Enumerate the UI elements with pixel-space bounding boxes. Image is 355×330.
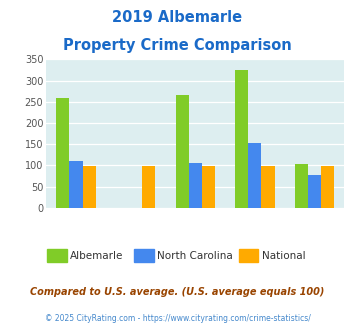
Text: North Carolina: North Carolina [157,251,233,261]
Bar [82,166,95,208]
Bar [176,95,189,208]
Bar [56,98,70,208]
Text: Compared to U.S. average. (U.S. average equals 100): Compared to U.S. average. (U.S. average … [30,287,325,297]
Text: National: National [262,251,305,261]
Bar [308,175,321,208]
Bar [261,166,274,208]
Bar [235,70,248,208]
Text: Albemarle: Albemarle [70,251,124,261]
Bar [70,161,82,208]
Text: 2019 Albemarle: 2019 Albemarle [113,10,242,25]
Bar [189,162,202,208]
Bar [248,143,261,208]
Text: Property Crime Comparison: Property Crime Comparison [63,38,292,53]
Bar [321,166,334,208]
Bar [142,166,155,208]
Text: © 2025 CityRating.com - https://www.cityrating.com/crime-statistics/: © 2025 CityRating.com - https://www.city… [45,314,310,323]
Bar [295,164,308,208]
Bar [202,166,215,208]
